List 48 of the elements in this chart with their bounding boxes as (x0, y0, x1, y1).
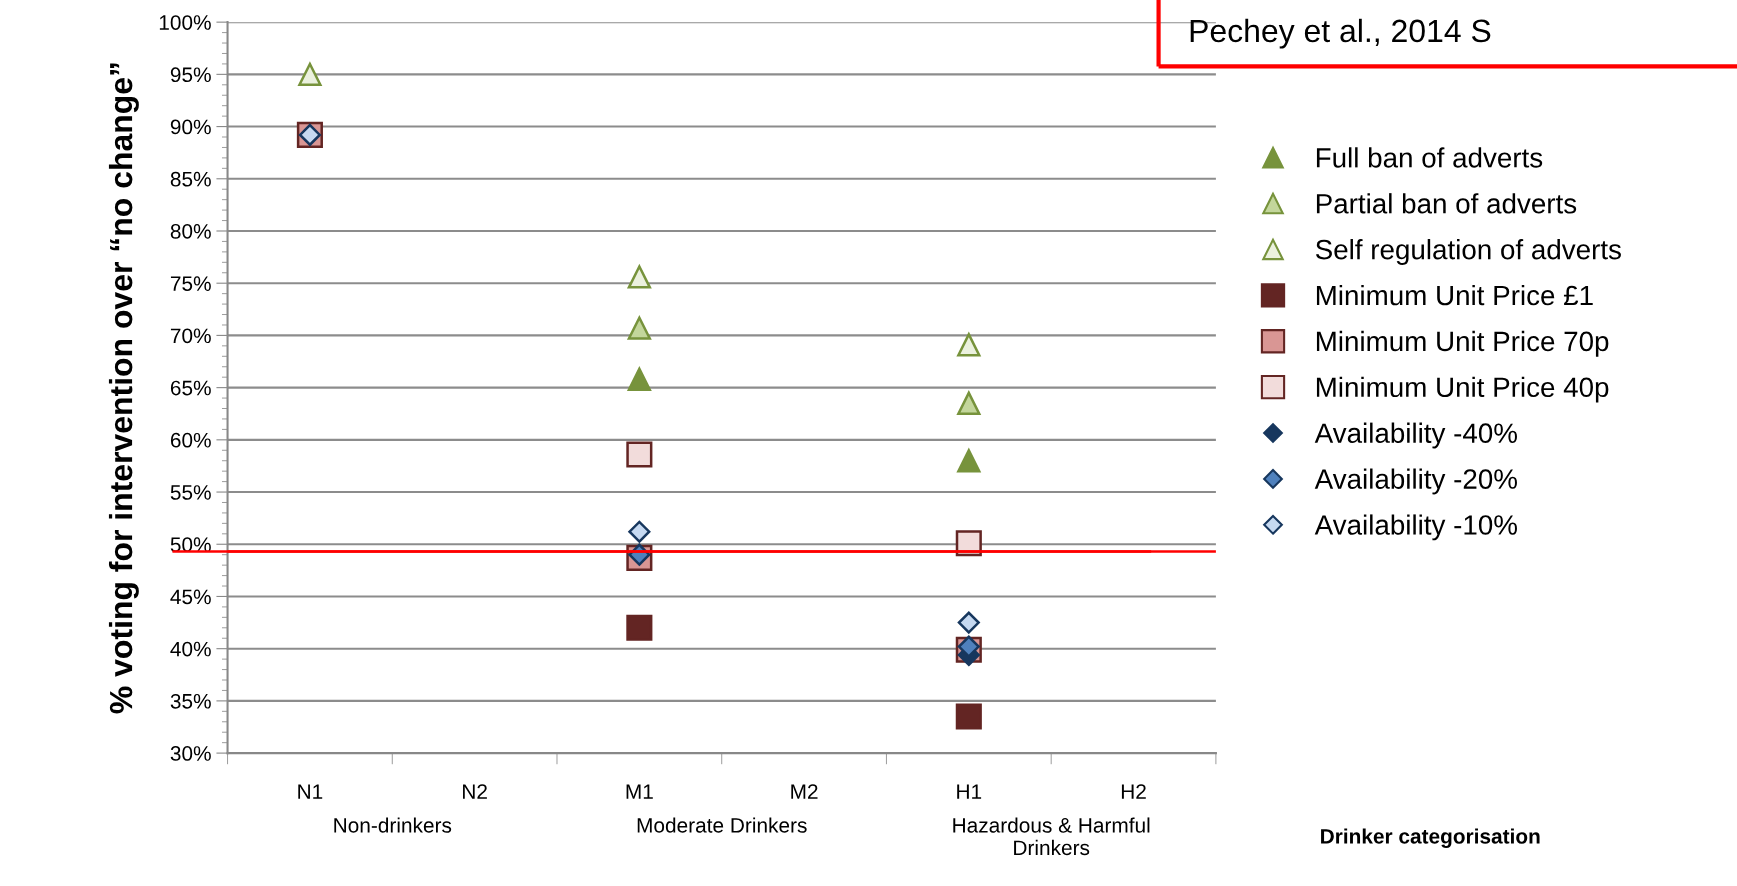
y-axis-title: % voting for intervention over “no change” (108, 63, 139, 714)
legend-label: Availability -10% (1314, 514, 1517, 541)
point (298, 62, 322, 87)
point (957, 449, 981, 473)
y-tick-label: 45% (170, 589, 211, 605)
point (626, 441, 653, 468)
y-tick-label: 75% (170, 276, 211, 291)
text: Moderate Drinkers (637, 817, 807, 833)
legend-label: Availability -20% (1314, 468, 1517, 495)
point (627, 367, 652, 391)
x-tick-label: H1 (957, 784, 982, 799)
legend-label: Partial ban of adverts (1316, 193, 1577, 214)
y-tick-label: 100% (159, 15, 211, 30)
legend-label: Minimum Unit Price 40p (1316, 376, 1609, 403)
point (627, 316, 652, 340)
point (627, 265, 652, 289)
text: Non-drinkers (334, 817, 452, 833)
x-tick-label: M1 (626, 784, 653, 799)
y-tick-label: 80% (170, 223, 211, 239)
y-tick-label: 85% (170, 171, 211, 187)
legend-label: Full ban of adverts (1316, 147, 1543, 168)
y-tick-label: 70% (170, 328, 211, 344)
text: Drinker categorisation (1321, 828, 1540, 848)
y-tick-label: 35% (170, 693, 211, 709)
y-tick-label: 60% (170, 432, 211, 448)
annotation: Pechey et al., 2014 S (1190, 18, 1491, 49)
legend-label: Self regulation of adverts (1315, 239, 1621, 265)
y-tick-label: 40% (170, 641, 211, 657)
legend-label: Minimum Unit Price £1 (1316, 284, 1593, 306)
legend-label: Availability -40% (1314, 422, 1517, 449)
x-tick-label: N2 (463, 784, 487, 799)
y-tick-label: 95% (170, 67, 211, 83)
text: Hazardous & Harmful Drinkers (953, 817, 1150, 856)
point (626, 614, 653, 641)
point (957, 333, 981, 357)
point (957, 635, 980, 658)
y-tick-label: 30% (170, 746, 211, 761)
y-tick-label: 65% (170, 380, 211, 396)
x-tick-label: N1 (298, 784, 323, 799)
point (957, 611, 980, 634)
x-tick-label: M2 (791, 784, 818, 799)
y-tick-label: 55% (170, 485, 211, 500)
x-tick-label: H2 (1121, 784, 1146, 799)
y-tick-label: 90% (170, 119, 211, 135)
point (957, 391, 981, 415)
point (628, 520, 651, 543)
point (955, 703, 982, 730)
legend-label: Minimum Unit Price 70p (1316, 330, 1609, 357)
